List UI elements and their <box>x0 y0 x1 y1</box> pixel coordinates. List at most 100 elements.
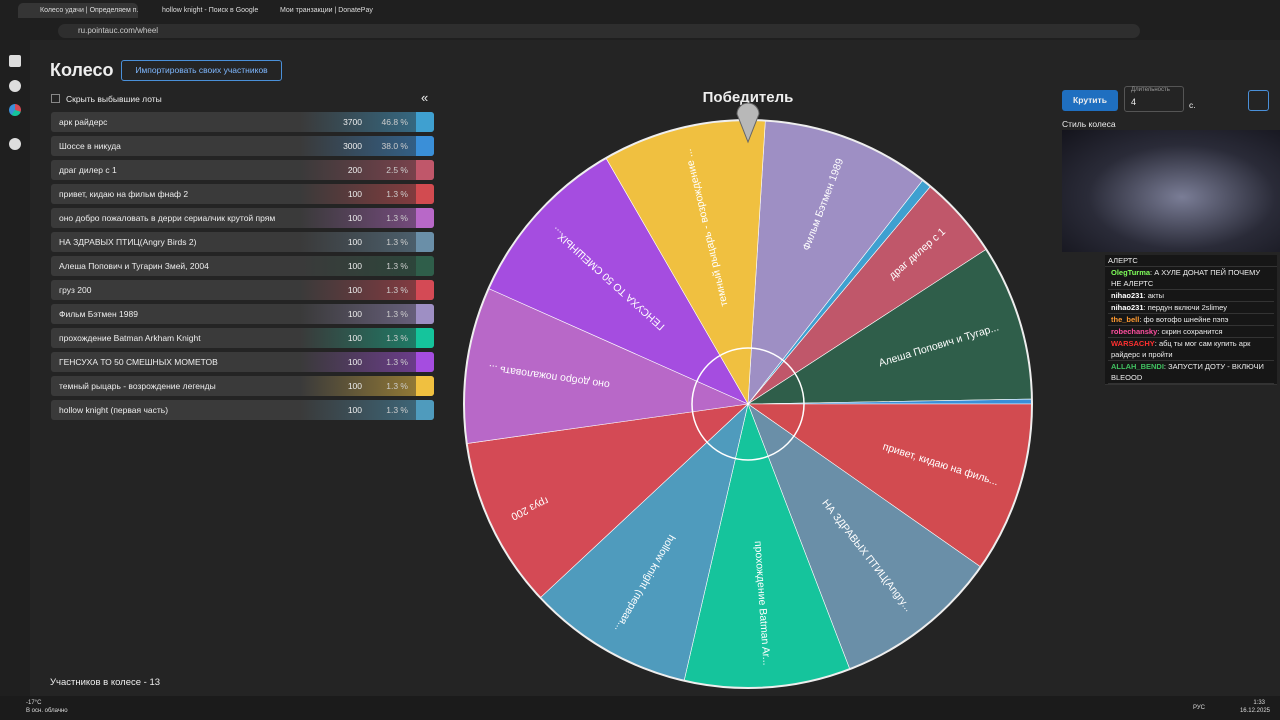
settings-button[interactable] <box>1248 90 1269 111</box>
chat-text: А ХУЛЕ ДОНАТ ПЕЙ ПОЧЕМУ НЕ АЛЕРТС <box>1111 268 1261 288</box>
lot-percent: 1.3 % <box>386 237 408 247</box>
checkbox[interactable] <box>51 94 60 103</box>
chat-message: robechansky: скрин сохранится <box>1108 326 1274 338</box>
lot-amount: 100 <box>347 405 362 415</box>
browser-chrome: Колесо удачи | Определяем п... hollow kn… <box>0 0 1280 40</box>
delete-button[interactable] <box>416 376 434 396</box>
chat-user: ALLAH_BENDI <box>1111 362 1164 371</box>
lang: РУС <box>1193 705 1206 711</box>
lot-percent: 1.3 % <box>386 333 408 343</box>
lot-name: темный рыцарь - возрождение легенды <box>59 381 216 391</box>
duration-input[interactable]: Длительность 4 <box>1124 86 1184 112</box>
lot-percent: 38.0 % <box>381 141 408 151</box>
tab[interactable]: Мои транзакции | DonatePay <box>280 7 373 14</box>
sidebar <box>0 40 30 696</box>
lot-row: привет, кидаю на фильм фнаф 2 100 1.3 % <box>51 184 434 204</box>
chat-message: ALLAH_BENDI: ЗАПУСТИ ДОТУ - ВКЛЮЧИ BLEOO… <box>1108 361 1274 384</box>
taskbar: -17°C В осн. облачно РУС 1:33 16.12.2025 <box>0 696 1280 720</box>
delete-button[interactable] <box>416 304 434 324</box>
lot-row: Фильм Бэтмен 1989 100 1.3 % <box>51 304 434 324</box>
lot-name: прохождение Batman Arkham Knight <box>59 333 201 343</box>
page-title: Колесо <box>50 60 114 80</box>
lot-name: привет, кидаю на фильм фнаф 2 <box>59 189 189 199</box>
lot-row: темный рыцарь - возрождение легенды 100 1.… <box>51 376 434 396</box>
collapse-button[interactable]: « <box>421 90 429 105</box>
lot-name: hollow knight (первая часть) <box>59 405 169 415</box>
lot-amount: 3000 <box>343 141 362 151</box>
delete-button[interactable] <box>416 256 434 276</box>
import-button[interactable]: Импортировать своих участников <box>121 60 282 81</box>
lot-name: ГЕНСУХА ТО 50 СМЕШНЫХ МОМЕТОВ <box>59 357 218 367</box>
hide-label: Скрыть выбывшие лоты <box>66 94 162 104</box>
chat-message: OlegTurma: А ХУЛЕ ДОНАТ ПЕЙ ПОЧЕМУ НЕ АЛ… <box>1108 267 1274 290</box>
delete-button[interactable] <box>416 352 434 372</box>
lot-name: драг дилер с 1 <box>59 165 117 175</box>
lot-name: Шоссе в никуда <box>59 141 121 151</box>
chat-message: nihao231: акты <box>1108 290 1274 302</box>
icon[interactable] <box>9 80 21 92</box>
delete-button[interactable] <box>416 232 434 252</box>
lot-amount: 100 <box>347 357 362 367</box>
delete-button[interactable] <box>416 136 434 156</box>
lot-row: драг дилер с 1 200 2.5 % <box>51 160 434 180</box>
pointer <box>736 102 760 144</box>
duration-unit: с. <box>1189 100 1196 110</box>
lot-row: оно добро пожаловать в дерри сериалчик к… <box>51 208 434 228</box>
chat-text: акты <box>1147 291 1165 300</box>
chat-user: robechansky <box>1111 327 1158 336</box>
chat-text: фо вотофо шнейне пэпэ <box>1143 315 1229 324</box>
lot-percent: 1.3 % <box>386 285 408 295</box>
lot-amount: 200 <box>347 165 362 175</box>
lot-amount: 100 <box>347 381 362 391</box>
lot-percent: 1.3 % <box>386 381 408 391</box>
lot-amount: 100 <box>347 309 362 319</box>
delete-button[interactable] <box>416 208 434 228</box>
lot-row: ГЕНСУХА ТО 50 СМЕШНЫХ МОМЕТОВ 100 1.3 % <box>51 352 434 372</box>
lot-amount: 3700 <box>343 117 362 127</box>
webcam <box>1062 130 1280 252</box>
lot-percent: 1.3 % <box>386 357 408 367</box>
duration-value: 4 <box>1131 97 1137 107</box>
participants-count: Участников в колесе - 13 <box>50 677 161 688</box>
delete-button[interactable] <box>416 280 434 300</box>
duration-label: Длительность <box>1131 87 1170 93</box>
chat-message: WARSACHY: абц ты мог сам купить арк райд… <box>1108 338 1274 361</box>
chat-text: абц ты мог сам купить арк райдерс и прой… <box>1111 339 1251 359</box>
weather-desc: В осн. облачно <box>26 708 68 714</box>
address-bar[interactable]: ru.pointauc.com/wheel <box>58 24 1140 38</box>
lot-percent: 1.3 % <box>386 405 408 415</box>
date: 16.12.2025 <box>1239 708 1270 714</box>
tab[interactable]: hollow knight - Поиск в Google <box>162 7 259 14</box>
style-label: Стиль колеса <box>1062 119 1116 129</box>
spin-button[interactable]: Крутить <box>1062 90 1118 111</box>
lot-amount: 100 <box>347 189 362 199</box>
icon[interactable] <box>9 104 21 116</box>
tab[interactable]: Колесо удачи | Определяем п... <box>18 3 138 18</box>
delete-button[interactable] <box>416 184 434 204</box>
lot-name: груз 200 <box>59 285 92 295</box>
lot-row: груз 200 100 1.3 % <box>51 280 434 300</box>
lot-row: Шоссе в никуда 3000 38.0 % <box>51 136 434 156</box>
lot-amount: 100 <box>347 333 362 343</box>
delete-button[interactable] <box>416 400 434 420</box>
lot-name: Алеша Попович и Тугарин Змей, 2004 <box>59 261 209 271</box>
lot-percent: 46.8 % <box>381 117 408 127</box>
lot-percent: 1.3 % <box>386 213 408 223</box>
lot-name: арк райдерс <box>59 117 108 127</box>
chat-text: пердун включи 2slimey <box>1147 303 1228 312</box>
lot-amount: 100 <box>347 261 362 271</box>
lot-percent: 1.3 % <box>386 309 408 319</box>
delete-button[interactable] <box>416 328 434 348</box>
delete-button[interactable] <box>416 160 434 180</box>
lot-percent: 1.3 % <box>386 261 408 271</box>
lot-percent: 2.5 % <box>386 165 408 175</box>
icon[interactable] <box>9 138 21 150</box>
chat-user: nihao231 <box>1111 303 1144 312</box>
icon[interactable] <box>9 55 21 67</box>
lot-amount: 100 <box>347 285 362 295</box>
chat-user: nihao231 <box>1111 291 1144 300</box>
chat-text: скрин сохранится <box>1161 327 1223 336</box>
delete-button[interactable] <box>416 112 434 132</box>
chat-user: the_bell <box>1111 315 1140 324</box>
